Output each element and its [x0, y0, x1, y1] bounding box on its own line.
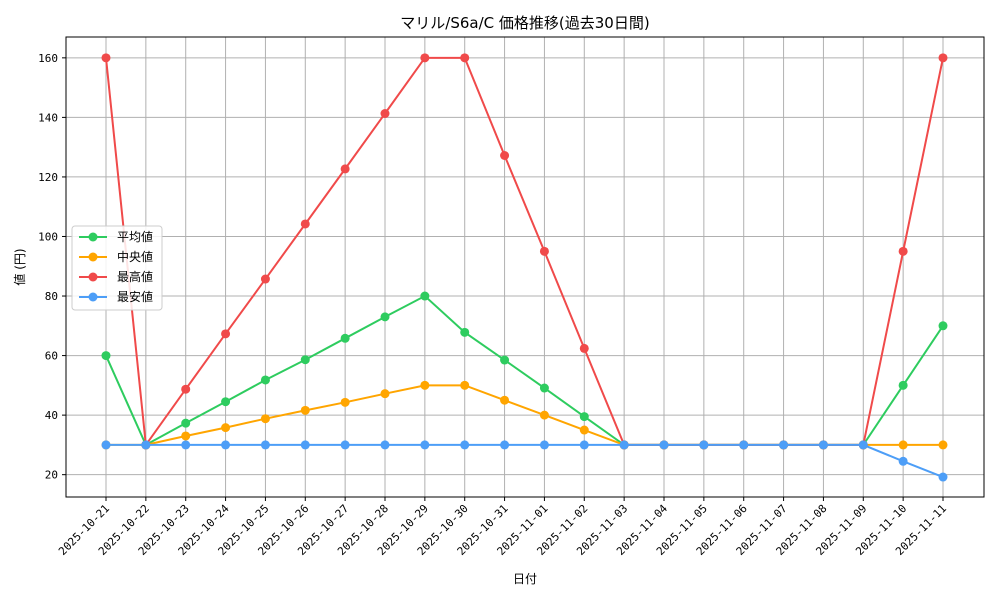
data-point — [898, 380, 908, 390]
data-point — [141, 440, 151, 450]
data-point — [221, 440, 231, 450]
y-tick-label: 140 — [38, 111, 58, 124]
data-point — [579, 440, 589, 450]
y-tick-label: 40 — [45, 409, 58, 422]
data-point — [340, 333, 350, 343]
y-tick-label: 120 — [38, 171, 58, 184]
data-point — [739, 440, 749, 450]
grid — [66, 37, 984, 497]
data-point — [500, 395, 510, 405]
data-point — [858, 440, 868, 450]
data-point — [181, 418, 191, 428]
data-point — [101, 53, 111, 63]
data-point — [500, 150, 510, 160]
data-point — [579, 425, 589, 435]
data-point — [659, 440, 669, 450]
data-point — [938, 321, 948, 331]
data-point — [539, 246, 549, 256]
data-point — [460, 440, 470, 450]
data-point — [221, 397, 231, 407]
x-axis: 2025-10-212025-10-222025-10-232025-10-24… — [56, 497, 949, 558]
legend-label: 最安値 — [117, 289, 153, 304]
plot-frame — [65, 36, 985, 498]
data-point — [779, 440, 789, 450]
data-point — [500, 440, 510, 450]
data-point — [380, 312, 390, 322]
data-point — [260, 440, 270, 450]
y-tick-label: 160 — [38, 52, 58, 65]
data-point — [938, 472, 948, 482]
legend-label: 中央値 — [117, 249, 153, 264]
data-point — [260, 375, 270, 385]
legend-swatch-marker — [88, 252, 98, 262]
data-point — [460, 380, 470, 390]
data-point — [181, 440, 191, 450]
data-point — [221, 329, 231, 339]
series-line — [105, 56, 944, 448]
data-point — [380, 440, 390, 450]
chart-title: マリル/S6a/C 価格推移(過去30日間) — [400, 14, 649, 32]
data-point — [300, 219, 310, 229]
data-point — [500, 355, 510, 365]
data-point — [460, 327, 470, 337]
data-point — [898, 440, 908, 450]
series-line — [105, 294, 944, 447]
data-point — [260, 274, 270, 284]
data-point — [898, 246, 908, 256]
data-point — [101, 351, 111, 361]
data-point — [300, 440, 310, 450]
legend-swatch-marker — [88, 292, 98, 302]
data-point — [539, 440, 549, 450]
series-line — [106, 443, 944, 478]
series-4 — [101, 440, 948, 482]
data-point — [181, 384, 191, 394]
data-point — [938, 440, 948, 450]
data-point — [619, 440, 629, 450]
data-point — [420, 291, 430, 301]
y-tick-label: 80 — [45, 290, 58, 303]
data-point — [539, 410, 549, 420]
data-point — [579, 412, 589, 422]
series-group — [101, 53, 948, 482]
data-point — [340, 440, 350, 450]
data-point — [699, 440, 709, 450]
data-point — [101, 440, 111, 450]
data-point — [300, 405, 310, 415]
legend-swatch-marker — [88, 272, 98, 282]
data-point — [340, 164, 350, 174]
legend-label: 最高値 — [117, 269, 153, 284]
legend-swatch-marker — [88, 232, 98, 242]
data-point — [340, 397, 350, 407]
y-tick-label: 60 — [45, 350, 58, 363]
data-point — [260, 414, 270, 424]
data-point — [380, 389, 390, 399]
y-axis: 20 40 60 80 100 120 140 160 — [38, 52, 66, 482]
data-point — [221, 423, 231, 433]
legend-box — [71, 225, 163, 311]
data-point — [420, 53, 430, 63]
series-3 — [101, 53, 948, 450]
y-tick-label: 20 — [45, 469, 58, 482]
data-point — [938, 53, 948, 63]
y-tick-label: 100 — [38, 230, 58, 243]
data-point — [420, 380, 430, 390]
data-point — [460, 53, 470, 63]
data-point — [818, 440, 828, 450]
x-axis-label: 日付 — [513, 572, 537, 586]
data-point — [539, 383, 549, 393]
data-point — [300, 355, 310, 365]
legend-label: 平均値 — [117, 229, 153, 244]
data-point — [898, 456, 908, 466]
data-point — [181, 431, 191, 441]
data-point — [579, 343, 589, 353]
data-point — [420, 440, 430, 450]
data-point — [380, 109, 390, 119]
y-axis-label: 値 (円) — [12, 248, 27, 285]
